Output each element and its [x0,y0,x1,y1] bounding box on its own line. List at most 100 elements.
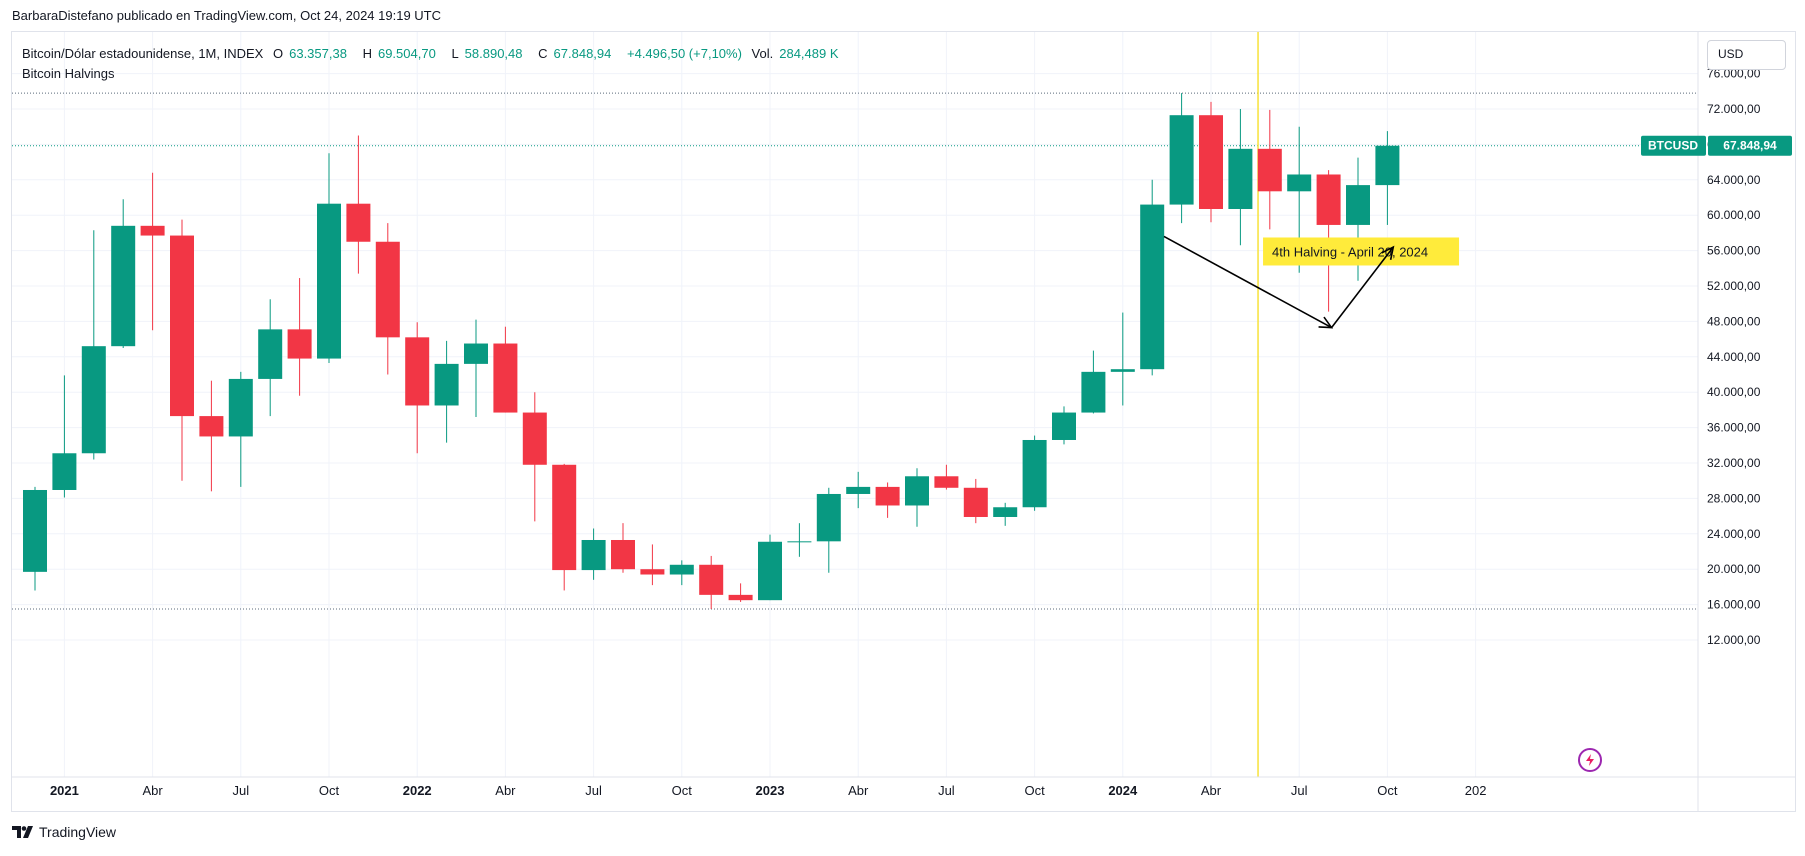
candle-body [375,241,400,338]
candle-body [1316,174,1341,225]
levels-layer [12,32,1698,777]
y-tick-label: 64.000,00 [1707,173,1761,187]
price-tag: 67.848,94 [1723,139,1777,153]
candle-body [1257,148,1282,192]
y-tick-label: 60.000,00 [1707,208,1761,222]
symbol-title[interactable]: Bitcoin/Dólar estadounidense, 1M, INDEX [22,46,264,61]
candle-body [258,329,283,379]
y-tick-label: 76.000,00 [1707,67,1761,81]
y-tick-label: 48.000,00 [1707,314,1761,328]
candle-body [1287,174,1312,192]
candle-body [1199,115,1223,210]
chart-legend: Bitcoin/Dólar estadounidense, 1M, INDEX … [22,44,851,84]
lightning-icon[interactable] [1578,748,1602,772]
candle-body [1110,369,1135,372]
y-tick-label: 20.000,00 [1707,562,1761,576]
ohlc-row: Bitcoin/Dólar estadounidense, 1M, INDEX … [22,44,851,64]
candles-layer [23,93,1400,610]
x-tick-label: 2023 [756,783,785,798]
x-tick-label: Abr [1201,783,1222,798]
grid-layer [12,32,1698,777]
x-tick-label: Jul [585,783,602,798]
candle-body [875,486,900,506]
x-tick-label: Jul [232,783,249,798]
price-tag-bg [1708,135,1792,156]
y-tick-label: 32.000,00 [1707,456,1761,470]
x-tick-label: Abr [848,783,869,798]
change-value: +4.496,50 (+7,10%) [627,46,742,61]
y-tick-label: 12.000,00 [1707,633,1761,647]
halving-label: 4th Halving - April 20, 2024 [1272,244,1428,259]
arrow-line [1330,246,1394,329]
x-tick-label: Jul [938,783,955,798]
candle-body [1375,145,1400,186]
x-tick-label: 2022 [403,783,432,798]
x-tick-label: Abr [495,783,516,798]
candle-body [287,329,312,359]
high-label: H [362,46,372,61]
y-tick-label: 56.000,00 [1707,244,1761,258]
open-label: O [272,46,284,61]
arrow-head [1381,245,1395,260]
candle-body [816,493,841,542]
arrow-line [1163,235,1332,329]
x-tick-label: Oct [672,783,693,798]
candle-body [111,225,136,347]
tradingview-logo-icon [12,826,33,838]
symbol-tag-bg [1641,135,1706,156]
close-label: C [538,46,548,61]
candle-body [1346,185,1370,225]
y-tick-label: 24.000,00 [1707,527,1761,541]
annotation-layer: 4th Halving - April 20, 2024 [1163,235,1460,329]
x-tick-label: 2024 [1108,783,1138,798]
candle-body [434,363,459,406]
candle-body [140,225,165,236]
x-tick-label: 202 [1465,783,1487,798]
chart-frame [11,31,1796,812]
candle-body [581,539,606,571]
candle-body [699,564,724,595]
brand-name: TradingView [39,824,117,840]
candle-body [787,541,812,543]
axis-layer: 12.000,00 16.000,00 20.000,00 24.000,00 28.0… [12,32,1796,811]
candle-body [963,487,988,517]
candle-body [905,476,929,506]
candle-body [1169,115,1194,205]
candle-body [228,378,253,437]
candle-body [669,564,694,575]
candle-body [611,539,635,570]
candle-body [346,203,371,242]
candle-body [405,337,430,406]
y-tick-label: 28.000,00 [1707,491,1761,505]
y-tick-label: 40.000,00 [1707,385,1761,399]
close-value: 67.848,94 [553,46,612,61]
footer-brand[interactable]: TradingView [12,824,116,840]
indicator-name[interactable]: Bitcoin Halvings [22,66,115,81]
x-tick-label: Oct [1377,783,1398,798]
candle-body [1228,148,1253,210]
low-value: 58.890,48 [464,46,523,61]
x-tick-label: 2021 [50,783,79,798]
low-label: L [451,46,459,61]
symbol-tag: BTCUSD [1648,139,1698,153]
candle-body [81,346,106,454]
candle-body [493,343,518,413]
candle-body [522,412,547,465]
x-tick-label: Oct [319,783,340,798]
candle-body [199,416,224,437]
candle-body [758,541,782,601]
y-tick-label: 52.000,00 [1707,279,1761,293]
y-tick-label: 16.000,00 [1707,598,1761,612]
candle-body [552,464,577,571]
candle-body [993,507,1018,517]
candle-body [934,476,959,488]
currency-button[interactable]: USD [1707,40,1786,70]
volume-label: Vol. [751,46,774,61]
candle-body [1052,412,1076,440]
publish-caption: BarbaraDistefano publicado en TradingVie… [12,8,442,23]
x-tick-label: Jul [1291,783,1308,798]
high-value: 69.504,70 [377,46,436,61]
x-tick-label: Abr [142,783,163,798]
candle-body [52,453,77,490]
